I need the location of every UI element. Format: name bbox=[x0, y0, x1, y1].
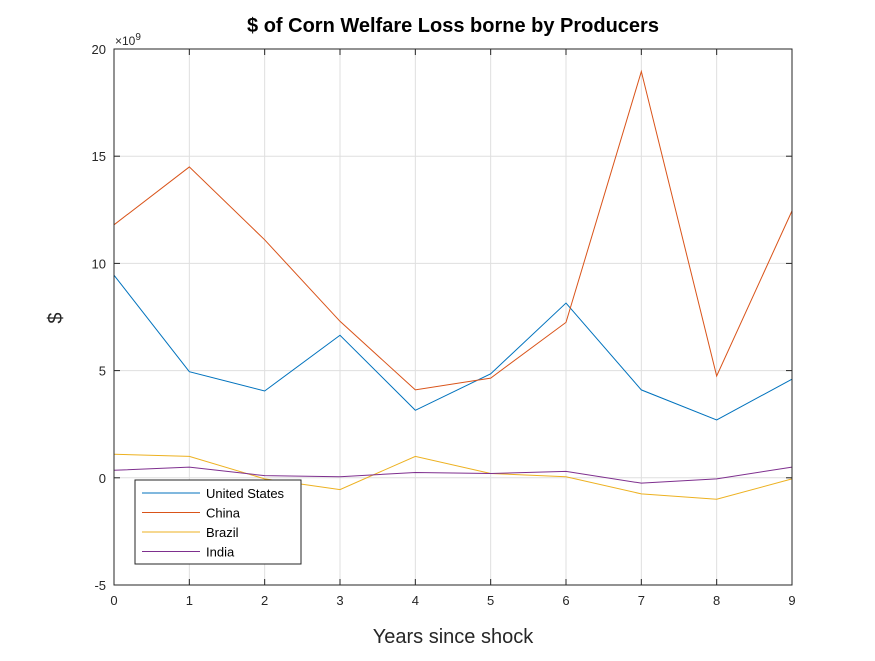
legend: United States China Brazil India bbox=[134, 479, 302, 565]
y-exponent-base: ×10 bbox=[115, 34, 136, 48]
legend-box bbox=[134, 479, 302, 565]
chart-title: $ of Corn Welfare Loss borne by Producer… bbox=[247, 15, 659, 37]
x-tick-label: 1 bbox=[186, 593, 193, 608]
x-axis-label: Years since shock bbox=[373, 626, 534, 648]
series-line bbox=[113, 274, 793, 421]
y-tick-label: 5 bbox=[99, 364, 106, 379]
y-exponent-power: 9 bbox=[135, 32, 141, 43]
x-tick-label: 4 bbox=[412, 593, 419, 608]
x-tick-label: 8 bbox=[713, 593, 720, 608]
legend-label: Brazil bbox=[206, 525, 239, 540]
ticks: 0 1 2 3 4 5 6 7 8 9 -5 0 5 10 15 20 bbox=[92, 42, 796, 608]
y-tick-label: 20 bbox=[92, 42, 106, 57]
x-tick-label: 6 bbox=[562, 593, 569, 608]
legend-label: China bbox=[206, 506, 241, 521]
axes-box bbox=[113, 48, 793, 586]
x-tick-label: 2 bbox=[261, 593, 268, 608]
y-tick-label: 15 bbox=[92, 149, 106, 164]
x-tick-label: 0 bbox=[110, 593, 117, 608]
y-tick-label: 0 bbox=[99, 471, 106, 486]
x-tick-label: 5 bbox=[487, 593, 494, 608]
series-line bbox=[113, 466, 793, 484]
y-tick-label: 10 bbox=[92, 256, 106, 271]
series-line bbox=[113, 453, 793, 500]
y-tick-label: -5 bbox=[94, 578, 106, 593]
x-tick-label: 7 bbox=[638, 593, 645, 608]
x-tick-label: 9 bbox=[788, 593, 795, 608]
y-exponent-label: ×109 bbox=[115, 32, 141, 48]
series-line bbox=[113, 69, 793, 391]
series-lines bbox=[113, 69, 793, 500]
x-tick-label: 3 bbox=[336, 593, 343, 608]
legend-label: India bbox=[206, 545, 235, 560]
y-axis-label: $ bbox=[45, 312, 67, 323]
legend-label: United States bbox=[206, 486, 285, 501]
